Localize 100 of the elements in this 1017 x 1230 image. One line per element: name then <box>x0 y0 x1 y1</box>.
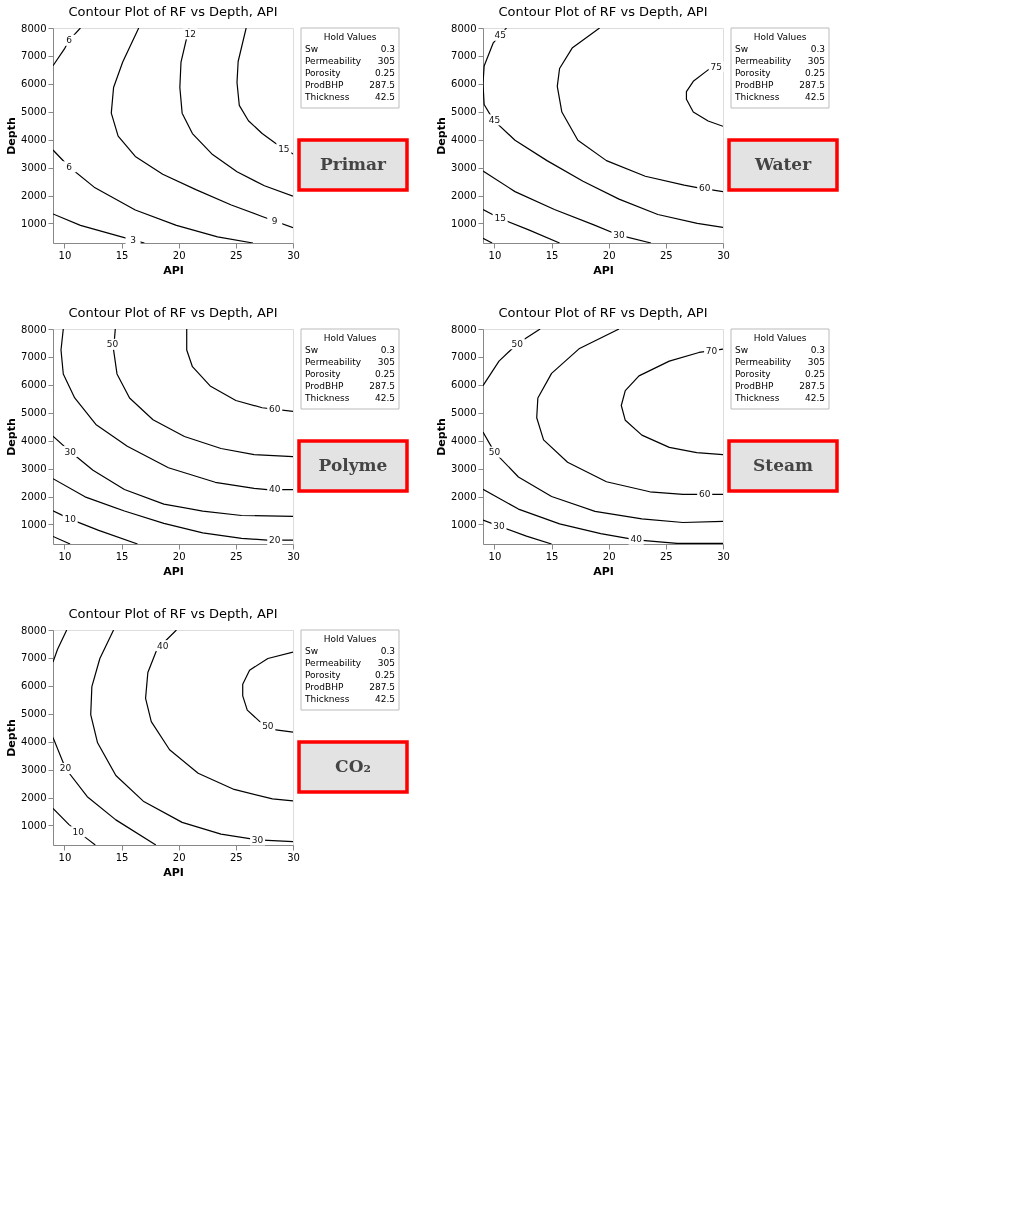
y-tick-label: 8000 <box>21 323 47 335</box>
text: Hold Values <box>753 32 807 42</box>
y-tick-label: 8000 <box>21 624 47 636</box>
x-tick-label: 25 <box>659 249 673 261</box>
x-tick-label: 15 <box>545 550 559 562</box>
y-tick-label: 5000 <box>451 407 477 419</box>
x-tick-label: 25 <box>229 851 243 863</box>
y-tick-label: 3000 <box>21 463 47 475</box>
x-tick-label: 15 <box>545 249 559 261</box>
annotation: 30 <box>493 521 505 532</box>
text: Thickness <box>734 393 780 403</box>
x-tick-label: 25 <box>659 550 673 562</box>
y-axis-title: Depth <box>5 117 19 155</box>
x-tick-label: 30 <box>717 249 730 261</box>
y-tick-label: 3000 <box>451 463 477 475</box>
text: Polyme <box>318 455 388 475</box>
x-tick-label: 10 <box>488 249 502 261</box>
y-tick-label: 8000 <box>21 22 47 34</box>
text: 287.5 <box>799 80 825 90</box>
text: Sw <box>305 345 319 355</box>
text: Permeability <box>735 56 792 66</box>
y-tick-label: 6000 <box>451 379 477 391</box>
annotation: 50 <box>488 447 501 458</box>
text: 287.5 <box>369 80 395 90</box>
x-tick-label: 20 <box>602 249 616 261</box>
text: 0.25 <box>374 670 395 680</box>
annotation: 40 <box>630 534 643 545</box>
text: ProdBHP <box>305 682 344 692</box>
y-tick-label: 5000 <box>21 708 47 720</box>
y-tick-label: 1000 <box>21 217 47 229</box>
annotation: 70 <box>705 345 718 356</box>
annotation: 15 <box>494 212 506 223</box>
x-tick-label: 25 <box>229 249 243 261</box>
text: ProdBHP <box>735 381 774 391</box>
text: 305 <box>377 357 395 367</box>
text: Porosity <box>305 670 342 680</box>
annotation: 40 <box>156 640 169 651</box>
y-tick-label: 2000 <box>451 190 477 202</box>
y-tick-label: 7000 <box>451 351 477 363</box>
chart-title: Contour Plot of RF vs Depth, API <box>68 4 278 19</box>
y-tick-label: 4000 <box>451 134 477 146</box>
x-tick-label: 20 <box>172 550 186 562</box>
y-tick-label: 6000 <box>451 78 477 90</box>
x-tick-label: 15 <box>115 550 129 562</box>
y-tick-label: 8000 <box>451 323 477 335</box>
x-tick-label: 15 <box>115 851 129 863</box>
y-tick-label: 4000 <box>451 435 477 447</box>
text: Permeability <box>305 56 362 66</box>
text: CO₂ <box>335 756 371 776</box>
text: 0.3 <box>380 646 395 656</box>
text: Porosity <box>735 68 772 78</box>
text: Porosity <box>305 369 342 379</box>
y-tick-label: 3000 <box>21 764 47 776</box>
y-tick-label: 2000 <box>451 491 477 503</box>
annotation: 45 <box>488 114 501 125</box>
y-tick-label: 3000 <box>451 162 477 174</box>
y-tick-label: 4000 <box>21 134 47 146</box>
x-axis-title: API <box>163 564 184 578</box>
text: 0.3 <box>380 44 395 54</box>
y-tick-label: 7000 <box>21 652 47 664</box>
x-axis-title: API <box>163 263 184 277</box>
text: Thickness <box>304 92 350 102</box>
text: ProdBHP <box>305 381 344 391</box>
x-tick-label: 30 <box>717 550 730 562</box>
y-axis-title: Depth <box>435 117 449 155</box>
text: Water <box>753 154 813 174</box>
annotation: 50 <box>511 338 524 349</box>
annotation: 15 <box>278 143 290 154</box>
annotation: 30 <box>251 834 264 845</box>
x-axis-title: API <box>163 865 184 879</box>
annotation: 20 <box>268 535 281 546</box>
x-tick-label: 10 <box>58 550 72 562</box>
annotation: 10 <box>72 826 85 837</box>
text: 42.5 <box>374 393 395 403</box>
annotation: 12 <box>184 28 196 39</box>
x-tick-label: 15 <box>115 249 129 261</box>
annotation: 40 <box>268 483 281 494</box>
text: Thickness <box>304 694 350 704</box>
annotation: 50 <box>106 339 119 350</box>
text: Thickness <box>304 393 350 403</box>
annotation: 30 <box>64 446 77 457</box>
text: Hold Values <box>323 333 377 343</box>
x-tick-label: 10 <box>488 550 502 562</box>
text: Sw <box>735 44 749 54</box>
annotation: 20 <box>59 763 72 774</box>
y-tick-label: 1000 <box>21 819 47 831</box>
text: Porosity <box>305 68 342 78</box>
text: 0.25 <box>374 369 395 379</box>
text: 305 <box>807 56 825 66</box>
text: Hold Values <box>753 333 807 343</box>
chart-title: Contour Plot of RF vs Depth, API <box>68 305 278 320</box>
chart-title: Contour Plot of RF vs Depth, API <box>498 305 708 320</box>
y-tick-label: 6000 <box>21 379 47 391</box>
x-axis-title: API <box>593 263 614 277</box>
x-tick-label: 20 <box>172 851 186 863</box>
y-tick-label: 7000 <box>21 50 47 62</box>
y-tick-label: 7000 <box>21 351 47 363</box>
text: 0.25 <box>804 369 825 379</box>
text: 0.3 <box>810 345 825 355</box>
x-tick-label: 20 <box>602 550 616 562</box>
